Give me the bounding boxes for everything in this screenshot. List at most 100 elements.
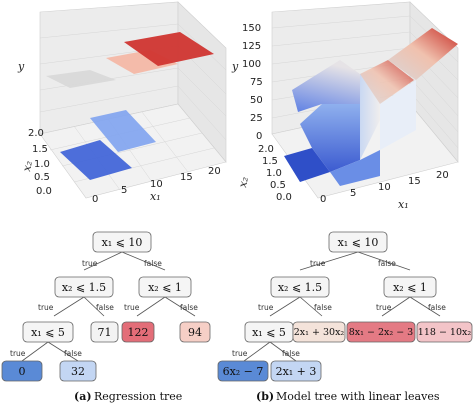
edge: [269, 341, 297, 362]
edge-label-true: true: [232, 349, 248, 358]
node-x1-5-label: x₁ ⩽ 5: [31, 326, 65, 339]
edge: [83, 296, 105, 317]
front-face: [380, 80, 416, 150]
leaf-94: [179, 321, 211, 343]
edge: [47, 341, 79, 362]
x2-tick-3: 1.0: [266, 168, 282, 179]
node-x1-5: [22, 321, 74, 343]
caption-b-text: Model tree with linear leaves: [276, 390, 440, 403]
x1-tick-4: 15: [408, 176, 421, 187]
y-tick-4: 75: [250, 77, 263, 88]
x1-axis-label: x₁: [398, 198, 409, 211]
leaf-32: [59, 360, 97, 382]
edge-label-false: false: [180, 303, 198, 312]
edge: [409, 296, 441, 317]
leaf-122-label: 122: [128, 326, 149, 339]
x1-tick-1: 0: [92, 194, 98, 205]
edge-label-true: true: [310, 259, 326, 268]
x2-tick-2: 0.5: [34, 172, 50, 183]
leaf-32-label: 32: [71, 365, 85, 378]
leaf-71-label: 71: [98, 326, 112, 339]
caption-b-label: (b): [256, 390, 274, 403]
x2-tick-2: 0.5: [270, 180, 286, 191]
x1-tick-1: 0: [320, 194, 326, 205]
surface-leaf-d: [284, 148, 330, 182]
node-root: [92, 231, 152, 253]
edge-label-false: false: [64, 349, 82, 358]
edge: [21, 341, 49, 362]
leaf-a: [292, 321, 346, 343]
x1-axis-label: x₁: [150, 190, 161, 203]
leaf-d: [217, 360, 269, 382]
leaf-b: [346, 321, 416, 343]
edge: [164, 296, 196, 317]
leaf-0-label: 0: [19, 365, 26, 378]
x2-tick-3: 1.0: [34, 159, 50, 170]
leaf-71: [90, 321, 119, 343]
leaf-d-label: 6x₂ − 7: [223, 365, 264, 378]
edge-label-false: false: [378, 259, 396, 268]
leaf-a-label: 2x₁ + 30x₂: [294, 327, 345, 338]
node-x2-1.5-label: x₂ ⩽ 1.5: [62, 281, 106, 294]
x2-tick-4: 1.5: [262, 156, 278, 167]
node-x2-1: [138, 276, 192, 298]
node-x2-1-label: x₂ ⩽ 1: [148, 281, 182, 294]
edge-label-true: true: [38, 303, 54, 312]
edge: [53, 296, 85, 317]
x2-tick-5: 2.0: [28, 128, 44, 139]
edge-label-false: false: [144, 259, 162, 268]
edge-label-false: false: [96, 303, 114, 312]
y-tick-3: 50: [250, 95, 263, 106]
x2-tick-1: 0.0: [276, 192, 292, 203]
leaf-c: [416, 321, 473, 343]
x1-tick-3: 10: [150, 179, 163, 190]
surface-leaf-e: [300, 104, 360, 172]
surface-leaf-32: [90, 110, 156, 152]
surface-leaf-b: [360, 60, 414, 104]
tree-left: [21, 251, 196, 362]
surface-leaf-122: [124, 32, 214, 66]
edge-label-true: true: [82, 259, 98, 268]
surface-leaf-c: [388, 28, 458, 80]
edge: [243, 341, 271, 362]
edge: [269, 296, 301, 317]
edge: [299, 251, 359, 271]
y-axis-label: y: [231, 60, 239, 73]
x1-tick-2: 5: [121, 185, 127, 196]
node-x1-5-label: x₁ ⩽ 5: [252, 326, 286, 339]
leaf-94-label: 94: [188, 326, 202, 339]
node-x2-1.5-label: x₂ ⩽ 1.5: [278, 281, 322, 294]
edge-label-true: true: [376, 303, 392, 312]
front-face-low: [330, 150, 380, 186]
node-x2-1.5: [270, 276, 330, 298]
edge: [299, 296, 323, 317]
edge: [136, 296, 166, 317]
y-axis-label: y: [17, 60, 25, 73]
node-root-label: x₁ ⩽ 10: [338, 236, 379, 249]
surface-leaf-0: [60, 140, 132, 180]
x2-axis-label: x₂: [236, 176, 251, 189]
leaf-e: [270, 360, 322, 382]
tree-right-nodes: x₁ ⩽ 10 true false x₂ ⩽ 1.5 x₂ ⩽ 1 true …: [217, 231, 473, 403]
x1-tick-2: 5: [350, 188, 356, 199]
y-tick-5: 100: [242, 59, 261, 70]
leaf-c-label: 118 − 10x₂: [418, 327, 472, 338]
plot-right: 150 125 100 75 50 25 0 y 2.0 1.5 1.0 0.5…: [231, 1, 459, 211]
edge: [381, 296, 411, 317]
leaf-0: [1, 360, 43, 382]
node-root-label: x₁ ⩽ 10: [102, 236, 143, 249]
edge: [121, 251, 166, 271]
caption-a-text: Regression tree: [94, 390, 182, 403]
y-tick-1: 0: [256, 131, 262, 142]
node-x2-1-label: x₂ ⩽ 1: [393, 281, 427, 294]
edge: [83, 251, 123, 271]
node-x2-1: [383, 276, 437, 298]
surface-leaf-71: [46, 70, 116, 88]
leaf-b-label: 8x₁ − 2x₂ − 3: [349, 327, 413, 338]
tree-right: [243, 251, 441, 362]
x2-tick-1: 0.0: [36, 186, 52, 197]
x2-axis-label: x₂: [20, 160, 35, 173]
surface-leaf-a: [292, 60, 360, 112]
edge-label-true: true: [124, 303, 140, 312]
